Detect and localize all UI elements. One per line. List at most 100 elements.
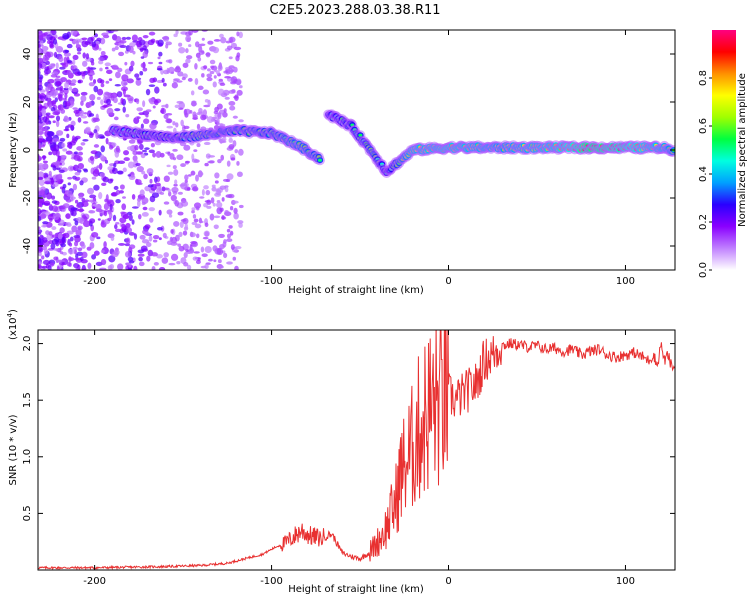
noise-speckle xyxy=(171,186,179,193)
noise-speckle xyxy=(52,138,60,142)
noise-speckle xyxy=(141,170,146,175)
noise-speckle xyxy=(226,238,233,243)
noise-speckle xyxy=(49,41,54,48)
noise-speckle xyxy=(100,249,105,254)
spectrogram-y-tick-label: 20 xyxy=(22,96,33,109)
noise-speckle xyxy=(172,148,178,152)
noise-speckle xyxy=(73,249,77,255)
noise-speckle xyxy=(106,69,113,75)
noise-speckle xyxy=(128,65,134,72)
noise-speckle xyxy=(108,112,115,116)
noise-speckle xyxy=(98,192,103,200)
noise-speckle xyxy=(103,241,107,249)
noise-speckle xyxy=(238,85,243,89)
noise-speckle xyxy=(120,97,124,104)
noise-speckle xyxy=(74,151,78,155)
noise-speckle xyxy=(77,247,83,252)
noise-speckle xyxy=(133,265,138,270)
noise-speckle xyxy=(206,68,211,72)
noise-speckle xyxy=(59,85,64,92)
noise-speckle xyxy=(38,208,42,215)
noise-speckle xyxy=(191,221,198,226)
noise-speckle xyxy=(161,257,169,264)
noise-speckle xyxy=(71,225,78,233)
noise-speckle xyxy=(140,245,148,252)
noise-speckle xyxy=(59,227,65,234)
noise-speckle xyxy=(127,267,132,270)
noise-speckle xyxy=(179,221,184,229)
noise-speckle xyxy=(42,221,49,225)
noise-speckle xyxy=(162,82,167,87)
noise-speckle xyxy=(68,242,73,247)
noise-speckle xyxy=(199,171,204,176)
colorbar-tick-label: 0.8 xyxy=(698,70,709,86)
noise-speckle xyxy=(64,101,72,107)
noise-speckle xyxy=(45,86,50,93)
noise-speckle xyxy=(197,85,204,91)
noise-speckle xyxy=(115,145,120,153)
noise-speckle xyxy=(58,173,63,179)
noise-speckle xyxy=(91,176,97,180)
noise-speckle xyxy=(189,232,196,238)
noise-speckle xyxy=(64,81,69,89)
noise-speckle xyxy=(132,150,138,156)
noise-speckle xyxy=(158,209,162,216)
noise-speckle xyxy=(71,79,77,84)
noise-speckle xyxy=(144,232,151,236)
noise-speckle xyxy=(48,63,55,69)
noise-speckle xyxy=(236,160,240,166)
noise-speckle xyxy=(177,71,184,77)
spectrogram-y-tick-label: 40 xyxy=(22,48,33,61)
noise-speckle xyxy=(192,214,197,219)
noise-speckle xyxy=(184,223,188,230)
noise-speckle xyxy=(132,50,136,55)
noise-speckle xyxy=(100,50,106,56)
noise-speckle xyxy=(142,50,148,58)
noise-speckle xyxy=(59,251,64,255)
noise-speckle xyxy=(45,192,53,200)
noise-speckle xyxy=(118,242,126,246)
noise-speckle xyxy=(229,206,234,211)
noise-speckle xyxy=(193,251,200,254)
noise-speckle xyxy=(50,177,54,185)
noise-speckle xyxy=(96,165,102,169)
noise-speckle xyxy=(96,236,101,240)
noise-speckle xyxy=(161,77,165,83)
noise-speckle xyxy=(208,155,216,158)
noise-speckle xyxy=(51,195,56,200)
noise-speckle xyxy=(38,123,44,127)
noise-speckle xyxy=(126,78,134,84)
noise-speckle xyxy=(198,107,203,114)
noise-speckle xyxy=(99,79,105,84)
noise-speckle xyxy=(238,222,243,228)
noise-speckle xyxy=(95,132,99,140)
noise-speckle xyxy=(116,170,124,175)
noise-speckle xyxy=(228,89,236,94)
noise-speckle xyxy=(108,144,114,150)
noise-speckle xyxy=(124,214,129,220)
noise-speckle xyxy=(51,226,57,231)
noise-speckle xyxy=(200,114,207,121)
noise-speckle xyxy=(236,31,240,37)
noise-speckle xyxy=(52,120,56,124)
noise-speckle xyxy=(234,265,239,270)
noise-speckle xyxy=(110,95,115,101)
noise-speckle xyxy=(120,211,125,215)
noise-speckle xyxy=(115,189,121,195)
noise-speckle xyxy=(217,64,223,71)
noise-speckle xyxy=(47,264,52,270)
colorbar: 0.0 0.2 0.4 0.6 0.8 Normalized spectral ampl… xyxy=(698,30,748,278)
noise-speckle xyxy=(235,55,240,62)
noise-speckle xyxy=(180,119,184,127)
noise-speckle xyxy=(148,84,156,88)
noise-speckle xyxy=(82,60,88,67)
noise-speckle xyxy=(38,138,44,143)
noise-speckle xyxy=(147,39,155,46)
noise-speckle xyxy=(45,112,51,116)
noise-speckle xyxy=(219,82,226,86)
noise-speckle xyxy=(53,38,58,45)
noise-speckle xyxy=(136,98,140,105)
noise-speckle xyxy=(79,217,85,225)
noise-speckle xyxy=(183,262,189,267)
noise-speckle xyxy=(222,89,230,96)
